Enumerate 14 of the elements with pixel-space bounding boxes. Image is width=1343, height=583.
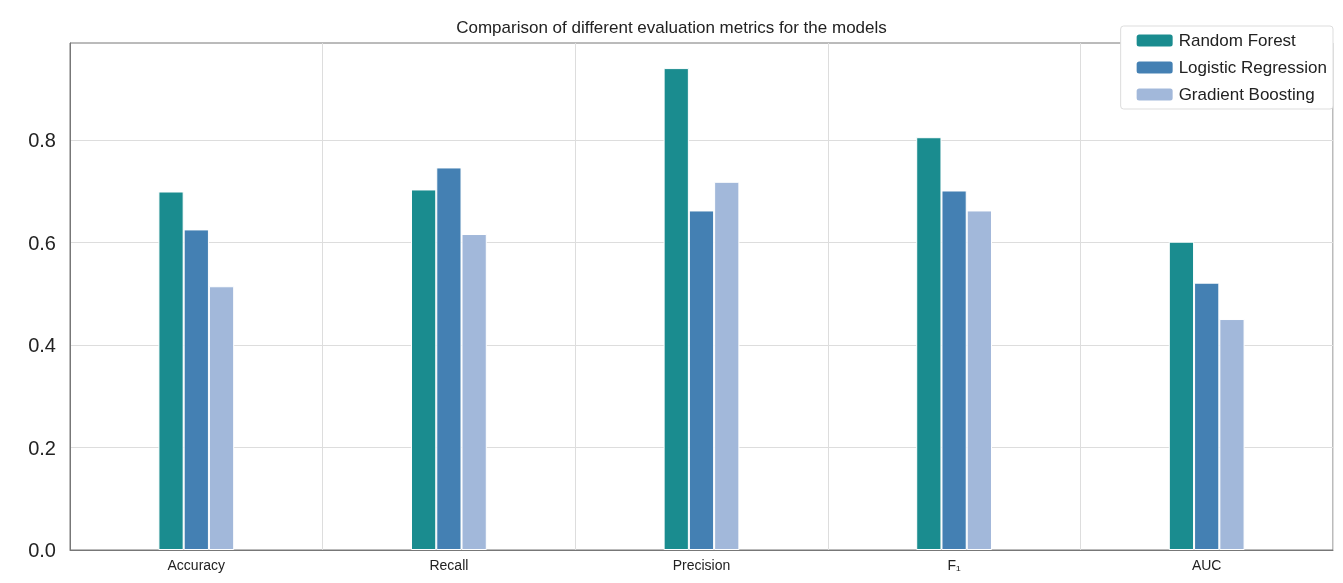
y-tick-label: 0.8 [28,129,56,152]
y-tick-label: 0.6 [28,231,56,254]
x-tick-label: F₁ [947,557,962,573]
y-tick-label: 0.0 [28,539,56,561]
x-tick-label: Precision [672,557,731,573]
legend-label: Random Forest [1178,31,1297,50]
chart-title: Comparison of different evaluation metrics for the models [456,18,887,37]
x-tick-label: Recall [429,557,469,573]
x-tick-label: AUC [1191,557,1222,573]
y-tick-label: 0.2 [28,436,56,459]
legend-label: Logistic Regression [1178,58,1328,77]
legend-label: Gradient Boosting [1178,85,1315,104]
y-tick-label: 0.4 [28,334,56,357]
x-tick-label: Accuracy [167,557,226,573]
